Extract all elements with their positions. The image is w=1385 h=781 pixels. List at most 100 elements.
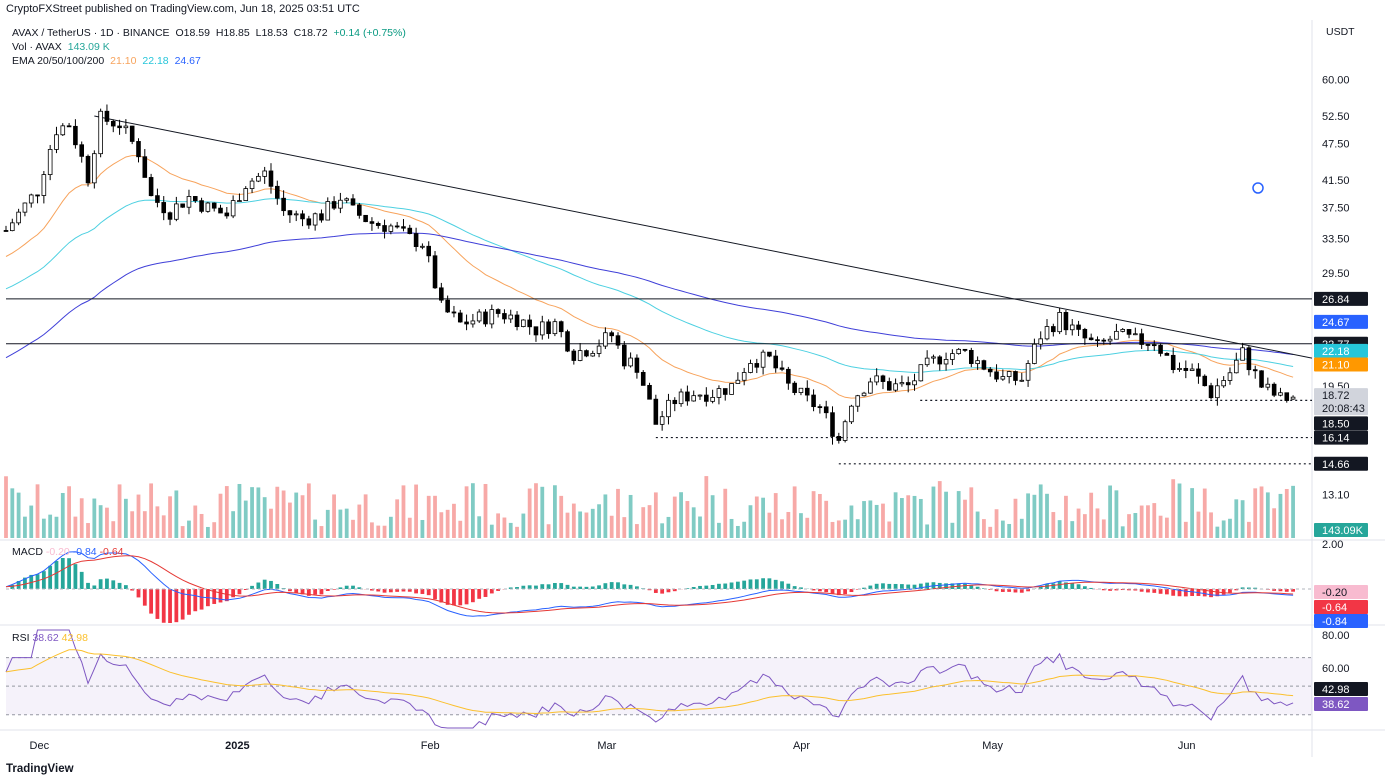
volume-bar: [553, 485, 557, 538]
volume-bar: [799, 513, 803, 538]
volume-bar: [1057, 520, 1062, 538]
candle-body: [931, 356, 936, 359]
macd-hist-bar: [735, 581, 740, 589]
volume-bar: [609, 515, 614, 538]
macd-hist-bar: [862, 587, 866, 589]
candle-body: [565, 331, 570, 352]
macd-hist-bar: [698, 585, 702, 589]
macd-hist-bar: [1101, 589, 1106, 591]
volume-bar: [1284, 488, 1289, 538]
volume-bar: [786, 511, 791, 538]
volume-bar: [811, 491, 816, 538]
rsi-value: 38.62: [32, 632, 59, 644]
volume-bar: [376, 525, 381, 538]
rsi-tick: 60.00: [1322, 663, 1350, 675]
volume-bar: [1139, 505, 1144, 538]
volume-bar: [653, 492, 658, 538]
candle-body: [786, 368, 791, 384]
price-tick: 33.50: [1322, 233, 1350, 245]
macd-hist-bar: [111, 580, 116, 589]
macd-hist-bar: [918, 583, 923, 589]
macd-badge: -0.64: [1322, 602, 1347, 614]
macd-hist-bar: [231, 589, 236, 598]
publisher-line: CryptoFXStreet published on TradingView.…: [6, 3, 360, 15]
candle-body: [886, 381, 892, 391]
candle-body: [211, 202, 217, 209]
candle-body: [457, 312, 463, 323]
volume-bar: [344, 508, 349, 538]
price-badge-bg: [1314, 523, 1368, 537]
macd-hist-bar: [849, 589, 854, 593]
ema-legend[interactable]: EMA 20/50/100/200 21.10 22.18 24.67: [12, 55, 204, 67]
macd-hist-bar: [1127, 589, 1131, 591]
drawing-anchor-icon[interactable]: [1252, 182, 1264, 194]
macd-hist-bar: [1139, 589, 1144, 592]
candle-body: [987, 368, 993, 373]
volume-bar: [1221, 520, 1226, 538]
volume-bar: [256, 487, 261, 538]
macd-hist-bar: [54, 561, 59, 589]
macd-legend[interactable]: MACD -0.20 -0.84 -0.64: [12, 546, 124, 558]
candle-body: [943, 359, 949, 365]
price-change: +0.14 (+0.75%): [333, 27, 406, 39]
macd-hist-bar: [672, 589, 677, 592]
volume-legend[interactable]: Vol · AVAX 143.09 K: [12, 41, 113, 53]
macd-hist-bar: [653, 589, 658, 593]
volume-bar: [1114, 490, 1119, 538]
candle-body: [476, 311, 482, 322]
macd-hist-bar: [86, 582, 90, 589]
candle-body: [1139, 333, 1144, 345]
candle-body: [293, 213, 299, 216]
candle-body: [1158, 344, 1163, 354]
candle-body: [975, 360, 980, 364]
tradingview-logo[interactable]: TradingView: [6, 763, 74, 775]
candle-body: [994, 371, 999, 380]
macd-hist-bar: [900, 584, 904, 589]
macd-hist-bar: [1051, 583, 1056, 589]
symbol-name[interactable]: AVAX / TetherUS · 1D · BINANCE: [12, 27, 170, 39]
candle-body: [622, 344, 627, 367]
candle-body: [92, 153, 97, 184]
candle-body: [628, 357, 633, 367]
candle-body: [905, 382, 911, 386]
macd-hist-bar: [685, 588, 690, 589]
candle-body: [357, 204, 362, 216]
candle-body: [893, 383, 898, 391]
macd-hist-bar: [748, 579, 753, 589]
rsi-legend[interactable]: RSI 38.62 42.98: [12, 632, 88, 644]
macd-hist-bar: [937, 582, 942, 589]
currency-selector[interactable]: USDT: [1326, 26, 1355, 38]
macd-hist-bar: [906, 584, 911, 589]
macd-hist-bar: [161, 589, 166, 623]
macd-hist-bar: [319, 589, 324, 595]
candle-body: [470, 320, 476, 325]
macd-badge-bg: [1314, 614, 1368, 628]
candle-body: [1233, 359, 1239, 374]
macd-hist-bar: [799, 587, 803, 589]
macd-hist-bar: [48, 565, 53, 589]
volume-bar: [275, 486, 280, 538]
candle-body: [483, 311, 488, 325]
candle-body: [275, 185, 280, 199]
volume-bar: [729, 518, 734, 538]
candle-body: [521, 319, 526, 327]
volume-bar: [1133, 513, 1138, 538]
candle-body: [331, 201, 337, 209]
price-badge-bg: [1314, 416, 1368, 431]
macd-hist-bar: [824, 589, 829, 593]
candle-body: [1126, 329, 1132, 335]
candle-body: [281, 197, 286, 212]
macd-hist-bar: [470, 589, 475, 603]
candle-body: [338, 199, 343, 209]
macd-hist-bar: [1215, 589, 1220, 597]
candle-body: [741, 372, 747, 381]
volume-bar: [231, 511, 236, 538]
macd-hist-bar: [647, 589, 652, 591]
volume-bar: [1095, 508, 1100, 538]
macd-hist-value: -0.20: [45, 546, 70, 558]
candle-body: [47, 149, 53, 175]
volume-bar: [603, 494, 608, 538]
volume-bar: [1070, 521, 1075, 538]
